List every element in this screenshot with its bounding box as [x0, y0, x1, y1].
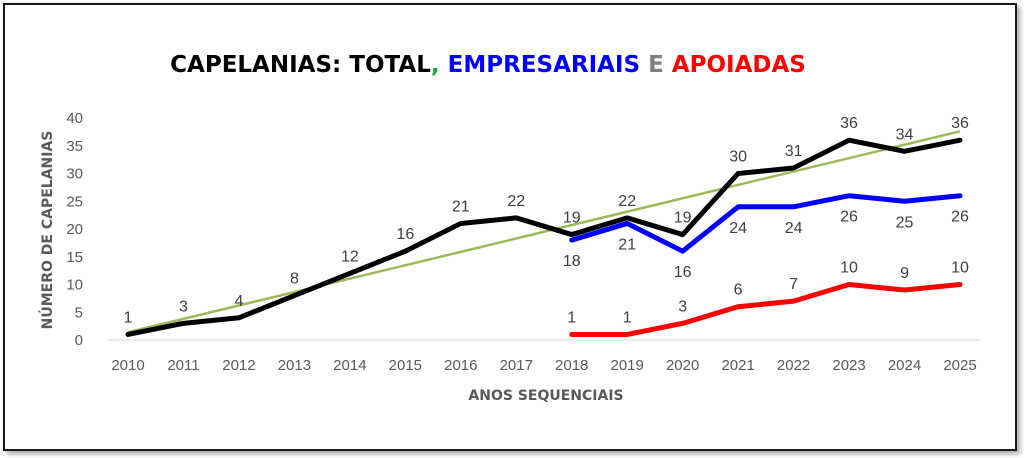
x-tick-label: 2016	[444, 357, 477, 374]
data-label-empresariais: 18	[563, 253, 581, 270]
x-axis-ticks: 2010 2011 2012 2013 2014 2015 2016 2017 2018 2019…	[111, 357, 976, 374]
x-tick-label: 2025	[943, 357, 976, 374]
y-axis-label: NÚMERO DE CAPELANIAS	[38, 131, 56, 330]
data-label-total: 22	[618, 193, 636, 210]
data-label-empresariais: 25	[896, 214, 914, 231]
title-part-5: E	[640, 52, 672, 78]
data-label-total: 4	[234, 293, 243, 310]
data-label-empresariais: 24	[785, 220, 803, 237]
trendline	[127, 130, 961, 334]
x-tick-label: 2020	[666, 357, 699, 374]
x-tick-label: 2023	[832, 357, 865, 374]
linear-trendline	[127, 130, 961, 334]
data-label-total: 36	[951, 115, 969, 132]
data-label-apoiadas: 10	[840, 260, 858, 277]
chart-title: CAPELANIAS: TOTAL, EMPRESARIAIS E APOIAD…	[170, 52, 806, 78]
title-part-0: CAPELANIAS	[170, 52, 332, 78]
data-label-total: 1	[124, 309, 133, 326]
data-label-apoiadas: 10	[951, 260, 969, 277]
data-label-total: 3	[179, 298, 188, 315]
x-tick-label: 2024	[888, 357, 921, 374]
data-label-apoiadas: 7	[789, 276, 798, 293]
x-tick-label: 2019	[611, 357, 644, 374]
x-tick-label: 2017	[500, 357, 533, 374]
x-tick-label: 2021	[721, 357, 754, 374]
data-label-total: 30	[729, 149, 747, 166]
data-label-empresariais: 26	[951, 209, 969, 226]
y-tick-label: 5	[75, 304, 83, 321]
series-line-total	[125, 137, 963, 337]
data-label-total: 34	[896, 126, 914, 143]
y-axis-ticks: 0 5 10 15 20 25 30 35 40	[66, 110, 83, 349]
data-label-apoiadas: 1	[567, 309, 576, 326]
data-label-total: 16	[396, 226, 414, 243]
x-axis-label: ANOS SEQUENCIAIS	[468, 388, 623, 404]
data-label-empresariais: 24	[729, 220, 747, 237]
data-label-apoiadas: 1	[623, 309, 632, 326]
title-part-6: APOIADAS	[672, 52, 806, 78]
y-tick-label: 20	[66, 221, 83, 238]
y-tick-label: 35	[66, 138, 83, 155]
x-tick-label: 2012	[222, 357, 255, 374]
data-label-apoiadas: 6	[734, 282, 743, 299]
x-tick-label: 2022	[777, 357, 810, 374]
data-label-total: 22	[507, 193, 525, 210]
x-tick-label: 2011	[167, 357, 199, 374]
chart-frame	[3, 3, 1017, 451]
x-tick-label: 2015	[389, 357, 422, 374]
data-label-total: 36	[840, 115, 858, 132]
y-tick-label: 15	[66, 249, 83, 266]
title-part-1: :	[332, 52, 349, 78]
data-label-total: 8	[290, 271, 299, 288]
series-lines	[125, 137, 963, 337]
x-tick-label: 2010	[111, 357, 144, 374]
title-part-2: TOTAL	[349, 52, 431, 78]
title-part-3: ,	[431, 52, 448, 78]
x-tick-label: 2018	[555, 357, 588, 374]
data-label-total: 31	[785, 143, 803, 160]
data-label-empresariais: 16	[674, 264, 692, 281]
x-tick-label: 2013	[278, 357, 311, 374]
series-line-empresariais	[569, 193, 963, 254]
data-label-empresariais: 26	[840, 209, 858, 226]
data-label-total: 12	[341, 248, 359, 265]
data-label-total: 19	[563, 210, 581, 227]
data-label-total: 21	[452, 198, 470, 215]
y-tick-label: 10	[66, 277, 83, 294]
y-tick-label: 0	[75, 332, 83, 349]
data-label-apoiadas: 9	[900, 265, 909, 282]
data-label-apoiadas: 3	[678, 298, 687, 315]
series-line-apoiadas	[569, 282, 963, 337]
data-label-empresariais: 21	[618, 236, 636, 253]
title-part-4: EMPRESARIAIS	[448, 52, 640, 78]
y-tick-label: 25	[66, 193, 83, 210]
x-tick-label: 2014	[333, 357, 366, 374]
data-label-total: 19	[674, 210, 692, 227]
y-tick-label: 40	[66, 110, 83, 127]
y-tick-label: 30	[66, 166, 83, 183]
